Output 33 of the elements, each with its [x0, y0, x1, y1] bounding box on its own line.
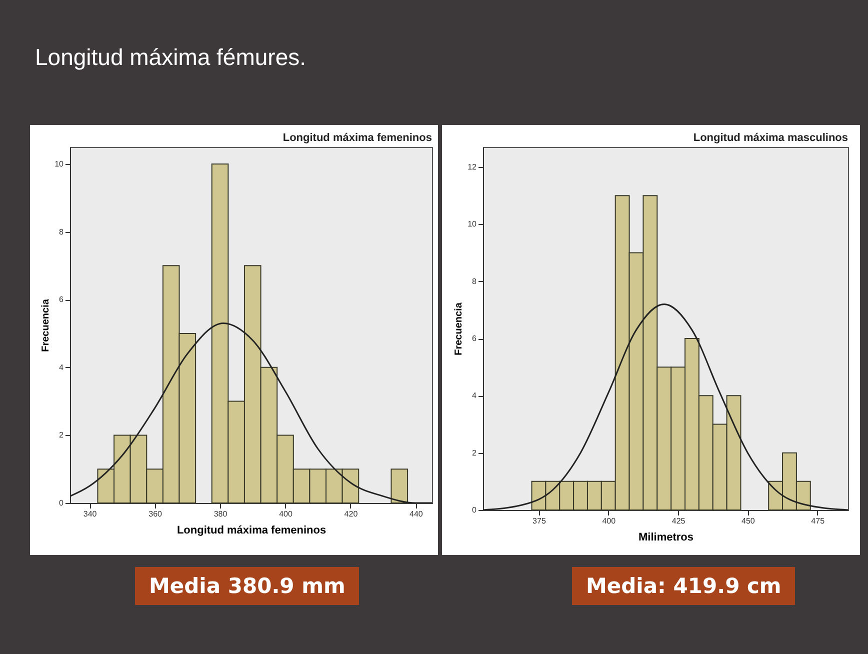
y-tick-label: 10: [54, 159, 64, 168]
y-tick-label: 2: [472, 448, 478, 458]
y-tick-label: 8: [59, 227, 64, 236]
y-tick-label: 12: [468, 162, 478, 172]
y-tick-label: 8: [472, 276, 478, 286]
x-tick-label: 360: [148, 510, 163, 518]
x-tick-label: 440: [410, 510, 424, 518]
y-tick-label: 0: [59, 498, 64, 508]
y-tick-label: 6: [472, 334, 478, 344]
x-tick-label: 425: [672, 516, 686, 526]
x-tick-label: 340: [83, 510, 98, 518]
text: Media 380.9 mm: [135, 567, 360, 605]
y-tick-label: 2: [59, 430, 64, 440]
y-tick-label: 0: [472, 506, 478, 514]
x-tick-label: 400: [602, 516, 616, 526]
y-tick-label: 4: [59, 362, 64, 372]
x-axis-title: Longitud máxima femeninos: [176, 524, 326, 536]
text: Longitud máxima fémures.: [35, 44, 306, 71]
x-tick-label: 375: [532, 516, 546, 526]
x-tick-label: 475: [811, 516, 826, 526]
x-tick-label: 380: [214, 510, 228, 518]
x-tick-label: 400: [279, 510, 293, 518]
x-tick-label: 420: [344, 510, 358, 518]
chart-title: Longitud máxima masculinos: [693, 132, 848, 144]
y-axis-title: Frecuencia: [454, 302, 465, 356]
y-tick-label: 6: [59, 295, 64, 304]
y-tick-label: 10: [468, 220, 478, 229]
chart-title: Longitud máxima femeninos: [282, 132, 432, 144]
x-axis-title: Milimetros: [638, 532, 694, 544]
x-tick-label: 450: [742, 516, 756, 526]
y-axis-title: Frecuencia: [40, 298, 52, 352]
text: Media: 419.9 cm: [572, 567, 796, 605]
y-tick-label: 4: [472, 391, 478, 400]
